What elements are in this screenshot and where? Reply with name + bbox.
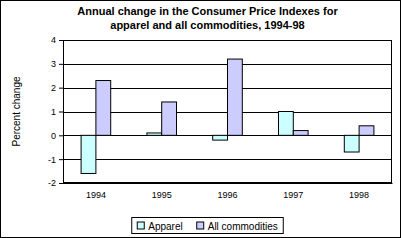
x-tick-label: 1996: [217, 190, 237, 200]
y-tick-label: -2: [48, 178, 56, 188]
y-tick-mark: [59, 40, 63, 41]
bar: [293, 131, 308, 136]
title: Annual change in the Consumer Price Inde…: [77, 5, 338, 17]
x-tick-label: 1998: [349, 190, 369, 200]
y-tick: 1: [51, 107, 63, 117]
x-axis-line: [64, 183, 393, 184]
legend-swatch: [137, 222, 144, 229]
y-tick: 2: [51, 83, 63, 93]
y-tick: 4: [51, 35, 63, 45]
y-tick: -1: [48, 155, 63, 165]
y-axis: -2 -1 0 1 2 3 4: [48, 35, 64, 188]
bar: [81, 135, 96, 173]
bar: [278, 112, 293, 136]
plot-frame: [64, 41, 392, 183]
legend-swatch: [197, 222, 204, 229]
y-tick: 3: [51, 59, 63, 69]
bar: [147, 133, 162, 135]
plot-area: [63, 40, 392, 183]
bars: [81, 59, 374, 173]
x-axis: 1994 1995 1996 1997 1998: [64, 183, 393, 200]
y-tick-label: 1: [51, 107, 56, 117]
x-tick: 1995: [152, 183, 172, 200]
grid-line: [63, 183, 392, 184]
legend-label: Apparel: [148, 221, 182, 232]
y-tick-mark: [59, 183, 63, 184]
y-tick-label: -1: [48, 155, 56, 165]
y-tick-mark: [59, 88, 63, 89]
y-tick-mark: [59, 135, 63, 136]
bar: [344, 135, 359, 152]
bar: [96, 81, 111, 136]
x-tick-label: 1997: [283, 190, 303, 200]
y-tick-label: 2: [51, 83, 56, 93]
bar: [213, 135, 228, 140]
legend-label: All commodities: [208, 221, 278, 232]
y-tick-label: 0: [51, 131, 56, 141]
grid-line: [63, 159, 392, 160]
chart-border: [1, 1, 401, 238]
x-tick: 1994: [86, 183, 106, 200]
bar: [162, 102, 177, 135]
y-tick: -2: [48, 178, 63, 188]
x-tick: 1998: [349, 183, 369, 200]
legend-box: [132, 218, 284, 234]
x-tick: 1996: [217, 183, 237, 200]
y-tick: 0: [51, 131, 63, 141]
bar: [359, 126, 374, 136]
y-tick-mark: [59, 112, 63, 113]
chart: Annual change in the Consumer Price Inde…: [0, 0, 401, 238]
grid: [63, 41, 392, 184]
y-tick-mark: [59, 64, 63, 65]
x-tick: 1997: [283, 183, 303, 200]
legend: Apparel All commodities: [132, 218, 284, 234]
y-axis-title: Percent change: [11, 76, 22, 146]
title: apparel and all commodities, 1994-98: [110, 19, 304, 31]
x-tick-label: 1994: [86, 190, 106, 200]
y-tick-label: 3: [51, 59, 56, 69]
legend-item: Apparel: [137, 221, 182, 232]
bar: [228, 59, 243, 135]
legend-item: All commodities: [197, 221, 278, 232]
y-axis-line: [63, 41, 64, 184]
y-tick-label: 4: [51, 35, 56, 45]
x-tick-label: 1995: [152, 190, 172, 200]
y-tick-mark: [59, 159, 63, 160]
